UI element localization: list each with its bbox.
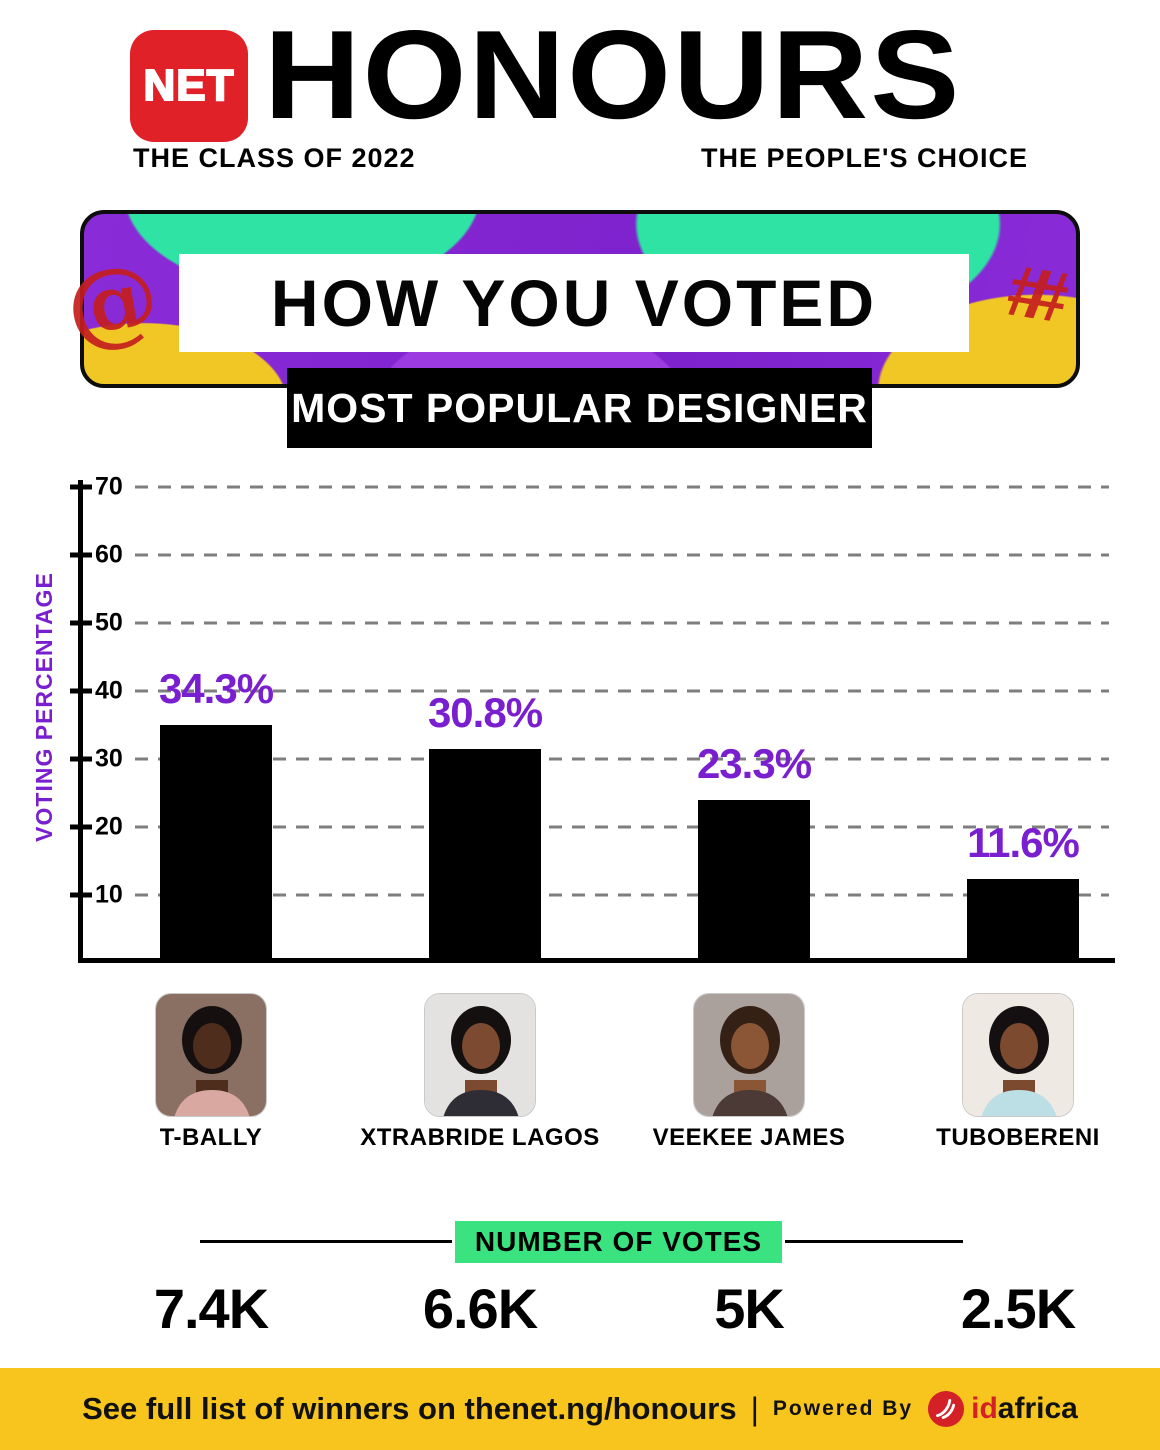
- number-of-votes-box: NUMBER OF VOTES: [455, 1221, 782, 1263]
- vote-count-veekee-james: 5K: [714, 1277, 785, 1340]
- votes-row: 7.4K 6.6K 5K 2.5K: [0, 1276, 1160, 1340]
- y-tick-mark-70: [70, 484, 92, 490]
- y-tick-label-30: 30: [95, 744, 123, 773]
- y-tick-mark-20: [70, 824, 92, 830]
- how-you-voted-banner: HOW YOU VOTED: [80, 210, 1080, 388]
- gridline-30: [135, 757, 1109, 761]
- bar-value-label-xtrabride-lagos: 30.8%: [427, 689, 543, 736]
- y-tick-label-20: 20: [95, 812, 123, 841]
- footer-separator: |: [750, 1390, 759, 1427]
- y-tick-label-70: 70: [95, 472, 123, 501]
- y-tick-label-50: 50: [95, 608, 123, 637]
- y-tick-mark-10: [70, 892, 92, 898]
- vote-count-xtrabride-lagos: 6.6K: [422, 1277, 538, 1340]
- gridline-20: [135, 825, 1109, 829]
- bar-value-label-veekee-james: 23.3%: [696, 740, 812, 787]
- at-scribble-icon: @: [57, 240, 167, 364]
- designer-name-veekee-james: VEEKEE JAMES: [652, 1124, 846, 1151]
- y-tick-label-60: 60: [95, 540, 123, 569]
- plot-area: 10 20 30 40 50 60 70 34.3% 30.8% 23.3% 11.6%: [70, 473, 1115, 963]
- bar-value-label-tubobereni: 11.6%: [967, 819, 1080, 866]
- y-tick-label-10: 10: [95, 880, 123, 909]
- y-tick-mark-30: [70, 756, 92, 762]
- bar-xtrabride-lagos: [429, 749, 541, 958]
- y-tick-mark-60: [70, 552, 92, 558]
- gridline-10: [135, 893, 1109, 897]
- y-tick-mark-40: [70, 688, 92, 694]
- idafrica-emblem-icon: [928, 1390, 965, 1428]
- page-title: HONOURS: [264, 4, 962, 145]
- portrait-xtrabride-lagos: [424, 993, 536, 1117]
- votes-divider-right: [785, 1240, 963, 1243]
- portrait-tubobereni: [962, 993, 1074, 1117]
- idafrica-id-text: id: [971, 1392, 998, 1425]
- portrait-t-bally: [155, 993, 267, 1117]
- portrait-veekee-james: [693, 993, 805, 1117]
- names-row: T-BALLY XTRABRIDE LAGOS VEEKEE JAMES TUBOBE…: [0, 1124, 1160, 1154]
- y-tick-label-40: 40: [95, 676, 123, 705]
- idafrica-wordmark: idafrica: [971, 1392, 1078, 1426]
- gridline-60: [135, 553, 1109, 557]
- vote-count-tubobereni: 2.5K: [960, 1277, 1076, 1340]
- bar-veekee-james: [698, 800, 810, 958]
- powered-by-label: Powered By: [772, 1397, 914, 1420]
- y-axis-label: VOTING PERCENTAGE: [31, 572, 57, 842]
- votes-divider-left: [200, 1240, 452, 1243]
- bar-tubobereni: [967, 879, 1079, 958]
- how-you-voted-box: HOW YOU VOTED: [179, 254, 969, 352]
- gridline-50: [135, 621, 1109, 625]
- peoples-choice-subtitle: THE PEOPLE'S CHOICE: [701, 143, 1028, 173]
- vote-count-t-bally: 7.4K: [153, 1277, 269, 1340]
- idafrica-africa-text: africa: [997, 1392, 1078, 1425]
- category-title-box: MOST POPULAR DESIGNER: [287, 368, 872, 448]
- gridline-70: [135, 485, 1109, 489]
- bar-value-label-t-bally: 34.3%: [158, 665, 274, 712]
- how-you-voted-title: HOW YOU VOTED: [270, 266, 878, 340]
- designer-name-t-bally: T-BALLY: [159, 1124, 263, 1151]
- class-of-subtitle: THE CLASS OF 2022: [133, 143, 416, 173]
- number-of-votes-title: NUMBER OF VOTES: [474, 1226, 763, 1257]
- gridline-40: [135, 689, 1109, 693]
- net-logo-text: NET: [143, 60, 235, 111]
- net-logo: NET: [130, 30, 248, 142]
- idafrica-logo: idafrica: [927, 1390, 1078, 1428]
- portraits-row: [0, 993, 1160, 1117]
- y-tick-mark-50: [70, 620, 92, 626]
- designer-name-tubobereni: TUBOBERENI: [936, 1124, 1100, 1151]
- category-title: MOST POPULAR DESIGNER: [291, 384, 868, 431]
- footer-bar: See full list of winners on thenet.ng/ho…: [0, 1368, 1160, 1450]
- bar-t-bally: [160, 725, 272, 958]
- designer-name-xtrabride-lagos: XTRABRIDE LAGOS: [360, 1124, 600, 1151]
- footer-winners-text: See full list of winners on thenet.ng/ho…: [82, 1391, 737, 1426]
